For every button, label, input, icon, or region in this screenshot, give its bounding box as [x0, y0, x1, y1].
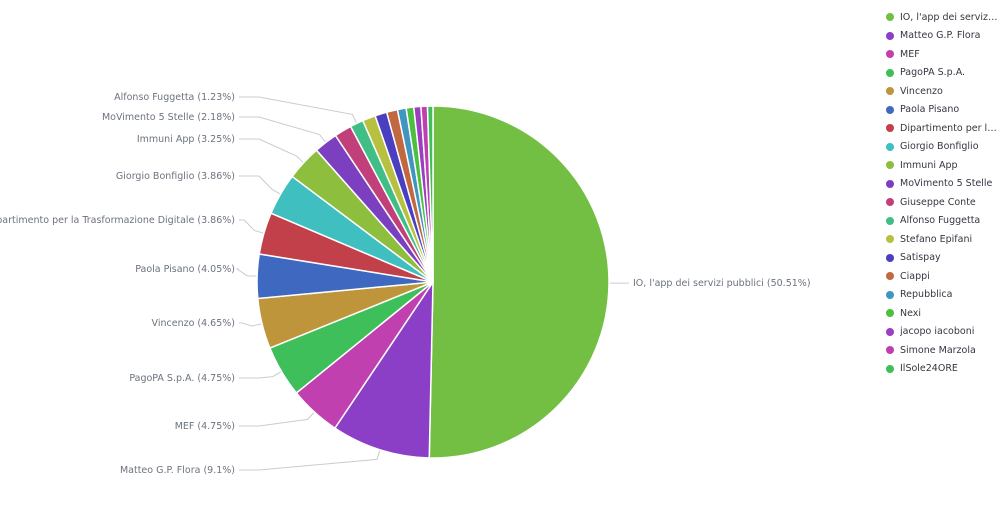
legend-label: Giorgio Bonfiglio [900, 141, 979, 153]
legend-swatch [886, 161, 894, 170]
slice-label-paola-pisano: Paola Pisano (4.05%) [135, 264, 235, 275]
legend-swatch [886, 87, 894, 96]
legend-item-simone-marzola[interactable]: Simone Marzola [886, 341, 998, 360]
legend-label: Dipartimento per la ... [900, 122, 998, 134]
legend-item-mef[interactable]: MEF [886, 45, 998, 64]
legend-swatch [886, 216, 894, 225]
pie-slice-ilsole24ore[interactable] [426, 105, 434, 283]
legend-swatch [886, 346, 894, 355]
pie-slice-io-l-app-dei-servizi-pubblici[interactable] [428, 105, 610, 459]
legend-swatch [886, 179, 894, 188]
slice-label-matteo-g-p-flora: Matteo G.P. Flora (9.1%) [120, 465, 235, 476]
legend-swatch [886, 327, 894, 336]
slice-label-io-l-app-dei-servizi-pubblici: IO, l'app dei servizi pubblici (50.51%) [633, 278, 811, 289]
legend-label: Giuseppe Conte [900, 196, 976, 208]
legend-label: Paola Pisano [900, 104, 960, 116]
legend-item-paola-pisano[interactable]: Paola Pisano [886, 101, 998, 120]
slice-label-vincenzo: Vincenzo (4.65%) [152, 318, 235, 329]
legend-item-ilsole24ore[interactable]: IlSole24ORE [886, 360, 998, 379]
legend-item-ciappi[interactable]: Ciappi [886, 267, 998, 286]
legend-label: Repubblica [900, 289, 953, 301]
legend-item-immuni-app[interactable]: Immuni App [886, 156, 998, 175]
legend-item-satispay[interactable]: Satispay [886, 249, 998, 268]
legend-label: PagoPA S.p.A. [900, 67, 966, 79]
legend-label: IlSole24ORE [900, 363, 958, 375]
legend-swatch [886, 253, 894, 262]
slice-label-mef: MEF (4.75%) [175, 421, 235, 432]
legend-swatch [886, 142, 894, 151]
slice-label-dipartimento-per-la-trasformazione-digitale: Dipartimento per la Trasformazione Digit… [0, 215, 235, 226]
legend-label: Vincenzo [900, 85, 943, 97]
legend-swatch [886, 68, 894, 77]
legend-swatch [886, 13, 894, 22]
legend-label: Satispay [900, 252, 941, 264]
legend-item-movimento-5-stelle[interactable]: MoVimento 5 Stelle [886, 175, 998, 194]
legend-swatch [886, 50, 894, 59]
legend-swatch [886, 105, 894, 114]
slice-label-movimento-5-stelle: MoVimento 5 Stelle (2.18%) [102, 112, 235, 123]
slice-label-alfonso-fuggetta: Alfonso Fuggetta (1.23%) [114, 92, 235, 103]
legend-label: Alfonso Fuggetta [900, 215, 981, 227]
legend-item-giuseppe-conte[interactable]: Giuseppe Conte [886, 193, 998, 212]
legend-label: Nexi [900, 307, 922, 319]
legend-label: jacopo iacoboni [900, 326, 975, 338]
legend-swatch [886, 31, 894, 40]
legend-item-nexi[interactable]: Nexi [886, 304, 998, 323]
slice-label-pagopa-s-p-a: PagoPA S.p.A. (4.75%) [129, 373, 235, 384]
legend-label: Stefano Epifani [900, 233, 973, 245]
legend-label: MoVimento 5 Stelle [900, 178, 993, 190]
legend-label: Simone Marzola [900, 344, 976, 356]
legend-item-matteo-g-p-flora[interactable]: Matteo G.P. Flora [886, 27, 998, 46]
legend-item-alfonso-fuggetta[interactable]: Alfonso Fuggetta [886, 212, 998, 231]
legend-item-pagopa-s-p-a[interactable]: PagoPA S.p.A. [886, 64, 998, 83]
legend-item-jacopo-iacoboni[interactable]: jacopo iacoboni [886, 323, 998, 342]
legend-swatch [886, 272, 894, 281]
legend-swatch [886, 235, 894, 244]
legend-item-dipartimento-per-la-trasformazione-digitale[interactable]: Dipartimento per la ... [886, 119, 998, 138]
legend-item-stefano-epifani[interactable]: Stefano Epifani [886, 230, 998, 249]
legend-label: Immuni App [900, 159, 958, 171]
pie-slice-matteo-g-p-flora[interactable] [333, 279, 434, 459]
legend-item-giorgio-bonfiglio[interactable]: Giorgio Bonfiglio [886, 138, 998, 157]
legend-item-vincenzo[interactable]: Vincenzo [886, 82, 998, 101]
legend-swatch [886, 124, 894, 133]
legend-swatch [886, 290, 894, 299]
slice-label-giorgio-bonfiglio: Giorgio Bonfiglio (3.86%) [116, 171, 235, 182]
legend-label: MEF [900, 48, 920, 60]
legend-swatch [886, 364, 894, 373]
legend-item-repubblica[interactable]: Repubblica [886, 286, 998, 305]
legend-swatch [886, 198, 894, 207]
legend: IO, l'app dei servizi ... Matteo G.P. Flo… [886, 8, 998, 378]
legend-swatch [886, 309, 894, 318]
legend-label: Ciappi [900, 270, 930, 282]
legend-label: IO, l'app dei servizi ... [900, 11, 998, 23]
legend-item-io-l-app-dei-servizi-pubblici[interactable]: IO, l'app dei servizi ... [886, 8, 998, 27]
legend-label: Matteo G.P. Flora [900, 30, 981, 42]
slice-label-immuni-app: Immuni App (3.25%) [137, 134, 235, 145]
